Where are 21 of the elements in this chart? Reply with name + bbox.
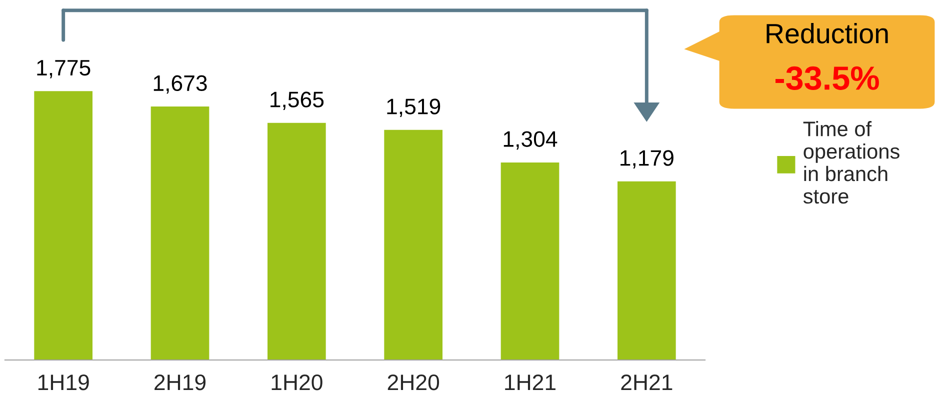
bar	[500, 162, 560, 360]
bar	[34, 91, 92, 360]
x-tick-label: 2H21	[621, 374, 672, 390]
data-label: 1,304	[504, 131, 558, 150]
data-label: 1,519	[387, 98, 440, 117]
bar	[268, 122, 326, 360]
legend-label: Time of operations in branch store	[803, 121, 900, 204]
data-label: 1,565	[270, 92, 324, 110]
x-tick-label: 1H19	[38, 374, 89, 390]
text: Reduction	[766, 23, 888, 44]
data-label: 1,775	[37, 60, 90, 78]
bar	[384, 130, 442, 360]
bar	[618, 181, 676, 360]
data-label: 1,179	[620, 150, 674, 168]
data-label: 1,673	[154, 75, 207, 94]
x-tick-label: 1H21	[505, 374, 556, 390]
x-tick-label: 2H20	[388, 374, 440, 390]
bar	[150, 106, 210, 360]
x-tick-label: 2H19	[154, 374, 206, 390]
x-tick-label: 1H20	[272, 374, 322, 390]
text: -33.5%	[775, 66, 879, 90]
